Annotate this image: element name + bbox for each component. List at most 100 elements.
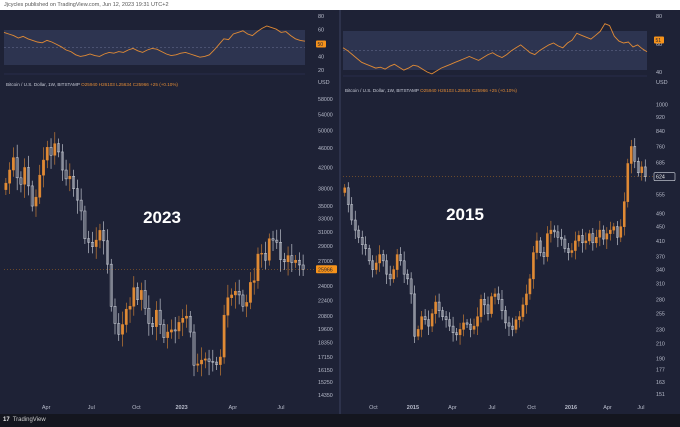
candle-body [395, 254, 399, 270]
candle-body [188, 315, 192, 333]
y-tick-label: 33000 [318, 217, 333, 223]
candle-body [640, 166, 644, 174]
candle-body [413, 293, 416, 337]
candle-body [94, 239, 98, 247]
currency-label: USD [656, 80, 668, 86]
candle-body [511, 325, 514, 330]
candle-body [297, 259, 301, 266]
candle-body [158, 309, 162, 325]
candle-body [60, 151, 64, 171]
candle-body [455, 332, 458, 336]
candle-body [211, 361, 215, 363]
y-tick-label: 29000 [318, 244, 333, 250]
last-price-badge [653, 172, 676, 181]
candle-body [15, 157, 19, 179]
candle-body [399, 254, 402, 262]
y-tick-label: 42000 [318, 165, 333, 171]
candle-body [230, 294, 234, 298]
candle-body [518, 316, 521, 320]
rsi-value-badge [316, 40, 326, 48]
candle-body [267, 238, 271, 261]
candle-body [53, 143, 57, 156]
candle-body [469, 323, 472, 330]
candle-body [622, 201, 626, 227]
y-tick-label: 16150 [318, 368, 333, 374]
candle-body [245, 302, 249, 307]
candle-body [406, 273, 409, 280]
y-tick-label: 450 [656, 225, 665, 231]
candle-body [294, 259, 297, 263]
candle-body [57, 143, 60, 153]
rsi-value-badge-label: 51 [656, 38, 662, 44]
y-tick-label: 163 [656, 380, 665, 386]
candle-body [598, 229, 602, 238]
candle-body [385, 260, 388, 275]
x-tick-label: Oct [527, 405, 536, 411]
candle-body [42, 159, 45, 176]
y-tick-label: 410 [656, 239, 665, 245]
y-tick-label: 177 [656, 367, 665, 373]
y-tick-label: 490 [656, 212, 665, 218]
candle-body [357, 229, 361, 238]
rsi-line [342, 23, 648, 75]
candle-body [581, 235, 584, 244]
x-tick-label: Apr [448, 405, 457, 411]
y-tick-label: 555 [656, 193, 665, 199]
candle-body [346, 187, 350, 205]
rsi-tick-label: 60 [656, 42, 662, 48]
y-tick-label: 760 [656, 144, 665, 150]
candle-body [591, 233, 595, 244]
last-price-label: 624 [656, 175, 665, 181]
candle-body [574, 240, 577, 251]
candle-body [181, 318, 185, 323]
candle-body [378, 254, 381, 264]
symbol-label: Bitcoin / U.S. Dollar, 1W, BITSTAMP O259… [6, 82, 178, 87]
candle-body [549, 229, 553, 234]
candle-body [584, 240, 588, 244]
candle-body [222, 314, 226, 358]
x-tick-label: Jul [88, 405, 95, 411]
candle-body [173, 329, 177, 332]
candle-body [132, 287, 136, 307]
candle-body [207, 358, 211, 362]
candle-body [87, 238, 91, 243]
candle-body [91, 242, 94, 247]
candle-body [563, 238, 567, 249]
candle-body [353, 219, 357, 231]
candle-body [493, 293, 497, 297]
candle-body [441, 310, 444, 317]
y-tick-label: 38000 [318, 187, 333, 193]
rsi-tick-label: 40 [656, 70, 662, 76]
candle-body [402, 260, 406, 275]
ohlc-value: H26103 [438, 88, 455, 93]
candle-body [290, 255, 294, 263]
candle-body [521, 304, 525, 317]
y-tick-label: 27000 [318, 259, 333, 265]
y-tick-label: 685 [656, 160, 665, 166]
candle-body [567, 248, 570, 253]
y-tick-label: 50000 [318, 129, 333, 135]
y-tick-label: 46000 [318, 146, 333, 152]
candle-body [264, 253, 267, 261]
candle-body [374, 262, 378, 270]
chart-panel-2023: 806050402050Bitcoin / U.S. Dollar, 1W, B… [3, 14, 337, 411]
candle-body [472, 325, 476, 330]
candle-body [185, 315, 188, 319]
candle-body [196, 363, 200, 366]
candle-body [241, 294, 245, 307]
candle-body [237, 291, 241, 296]
candle-body [30, 185, 34, 207]
candle-body [448, 319, 451, 327]
y-tick-label: 22400 [318, 299, 333, 305]
candle-body [162, 324, 166, 338]
candle-body [147, 307, 151, 324]
candle-body [364, 244, 368, 249]
last-price-label: 25966 [318, 267, 333, 273]
candle-body [4, 182, 8, 190]
candle-body [392, 269, 395, 280]
candle-body [542, 252, 546, 257]
ohlc-value: +25 (+0.10%) [150, 82, 178, 87]
rsi-tick-label: 20 [318, 68, 324, 74]
y-tick-label: 31000 [318, 230, 333, 236]
ohlc-value: O25940 [81, 82, 99, 87]
